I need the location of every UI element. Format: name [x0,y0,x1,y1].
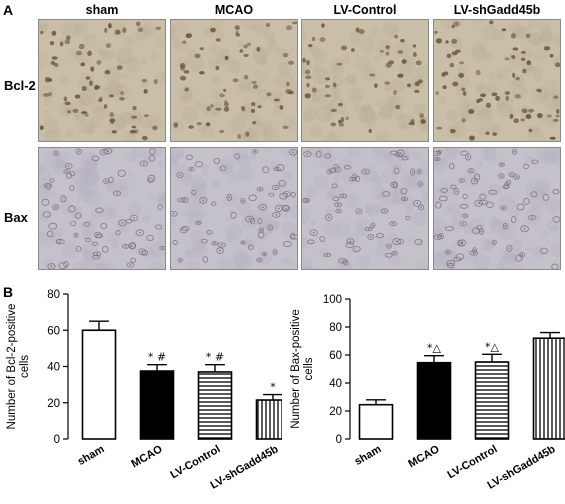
significance-mark: *△ [485,340,500,353]
bar-mcao [139,370,175,440]
micrograph-bax-mcao [170,147,298,270]
y-tick-label: 20 [329,406,342,418]
row-label-bcl2: Bcl-2 [4,78,36,93]
bcl2-bar-chart: 0 20 40 60 80 Number of Bcl-2-positive cells sh… [6,289,282,492]
y-tick-label: 60 [47,325,60,337]
y-tick-label: 60 [329,350,342,362]
row-label-bax: Bax [4,210,28,225]
y-tick-label: 40 [47,362,60,374]
significance-mark: * # [206,351,224,364]
column-header-sham: sham [85,3,119,17]
micrograph-bax-sham [38,147,166,270]
y-tick-label: 80 [47,289,60,301]
y-axis-label: cells [303,357,315,380]
category-label: MCAO [129,443,164,470]
column-header-lv-control: LV-Control [333,3,397,17]
column-header-mcao: MCAO [214,3,254,17]
category-label: LV-Control [446,443,500,481]
y-tick-label: 0 [336,434,342,446]
category-label: sham [353,443,384,468]
bar-sham [358,403,394,440]
significance-mark: *△ [427,342,442,355]
panel-b-letter: B [3,284,14,300]
y-tick-label: 80 [329,322,342,334]
column-header-lv-shgadd45b: LV-shGadd45b [453,3,541,17]
bar-sham [81,329,117,440]
y-tick-label: 0 [54,434,60,446]
bar-lv-control [197,371,233,440]
y-axis-label: cells [19,355,31,378]
micrograph-bcl2-lv-control [301,19,429,142]
y-axis-label: Number of Bax-positive [290,309,302,429]
category-label: sham [76,443,107,468]
bar-mcao [416,361,452,440]
micrograph-bax-lv-shgadd45b [433,147,561,270]
panel-a-letter: A [3,2,14,18]
micrograph-bax-lv-control [301,147,429,270]
micrograph-bcl2-mcao [170,19,298,142]
y-tick-label: 20 [47,398,60,410]
category-label: MCAO [406,443,441,470]
significance-mark: * # [148,351,166,364]
micrograph-bcl2-sham [38,19,166,142]
bax-bar-chart: 0 20 40 60 80 100 Number of Bax-positive cells s… [290,294,565,492]
micrograph-bcl2-lv-shgadd45b [433,19,561,142]
category-label: LV-Control [169,443,223,481]
y-tick-label: 40 [329,378,342,390]
y-tick-label: 100 [323,294,342,306]
significance-mark: * [270,381,276,394]
y-axis-label: Number of Bcl-2-positive [6,304,18,430]
bar-lv-shgadd45b [532,337,565,440]
bar-lv-shgadd45b [255,399,282,440]
bar-lv-control [474,361,510,440]
